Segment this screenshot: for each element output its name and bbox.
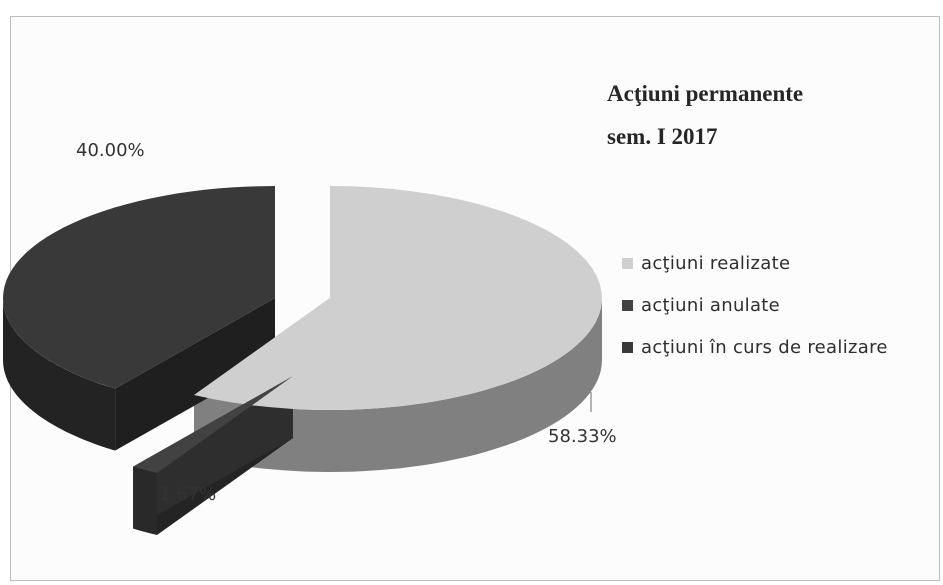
legend-label-realizate: acţiuni realizate	[641, 253, 790, 274]
data-label-anulate: 1.67%	[159, 484, 216, 505]
chart-title: Acţiuni permanente sem. I 2017	[607, 72, 803, 158]
legend-item-in-curs: acţiuni în curs de realizare	[622, 326, 888, 368]
legend-swatch-in-curs	[622, 342, 633, 353]
chart-title-line-1: Acţiuni permanente	[607, 72, 803, 115]
legend-swatch-anulate	[622, 300, 633, 311]
data-label-in-curs: 40.00%	[76, 140, 145, 161]
legend-label-in-curs: acţiuni în curs de realizare	[641, 337, 888, 358]
pie-slice-anulate-rim	[133, 467, 157, 535]
legend-swatch-realizate	[622, 258, 633, 269]
data-label-realizate: 58.33%	[548, 426, 617, 447]
legend-item-realizate: acţiuni realizate	[622, 242, 888, 284]
legend-label-anulate: acţiuni anulate	[641, 295, 780, 316]
legend-item-anulate: acţiuni anulate	[622, 284, 888, 326]
chart-title-line-2: sem. I 2017	[607, 115, 803, 158]
legend: acţiuni realizate acţiuni anulate acţiun…	[622, 242, 888, 368]
